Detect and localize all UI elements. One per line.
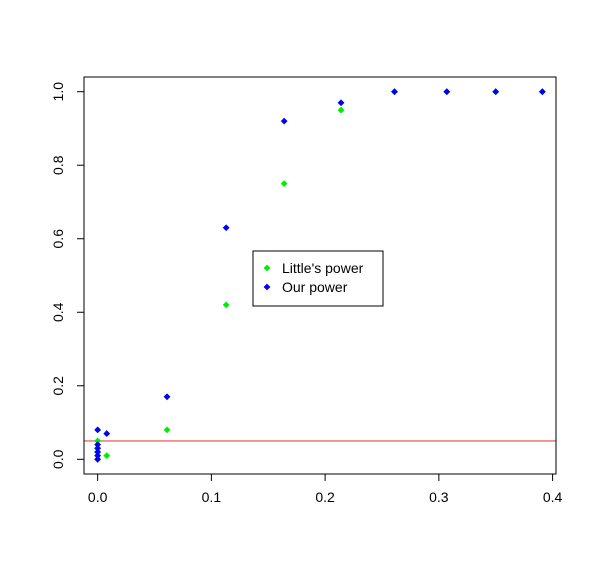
data-point-series1-5 [94, 437, 102, 445]
x-tick-label-5: 0.4 [543, 489, 563, 505]
data-point-series2-10 [280, 117, 288, 125]
data-point-series2-15 [538, 88, 546, 96]
y-tick-label-1: 0.0 [50, 449, 66, 469]
x-axis: 0.0 0.1 0.2 0.3 0.4 [88, 473, 563, 505]
legend-label-2: Our power [282, 279, 348, 295]
data-point-series1-8 [222, 301, 230, 309]
legend-label-1: Little's power [282, 260, 364, 276]
y-tick-label-2: 0.2 [50, 376, 66, 396]
legend-marker-1 [263, 264, 271, 272]
y-tick-label-4: 0.6 [50, 229, 66, 249]
legend-marker-2 [263, 283, 271, 291]
x-tick-label-2: 0.1 [202, 489, 222, 505]
data-point-series2-14 [492, 88, 500, 96]
y-tick-label-3: 0.4 [50, 302, 66, 322]
data-point-series2-3 [94, 448, 102, 456]
x-tick-label-1: 0.0 [88, 489, 108, 505]
data-point-series2-13 [443, 88, 451, 96]
data-point-series2-1 [94, 455, 102, 463]
data-point-series2-12 [391, 88, 398, 96]
data-point-series2-2 [94, 452, 102, 460]
data-point-series2-4 [94, 444, 102, 452]
data-point-series2-11 [337, 99, 345, 107]
legend: Little's power Our power [252, 250, 384, 307]
y-axis: 0.0 0.2 0.4 0.6 0.8 1.0 [50, 82, 85, 469]
data-point-series2-9 [222, 224, 230, 232]
legend-box [252, 250, 384, 307]
x-tick-label-3: 0.2 [315, 489, 335, 505]
data-point-series2-7 [103, 430, 111, 437]
data-point-series2-5 [94, 441, 102, 448]
y-tick-label-5: 0.8 [50, 155, 66, 175]
data-point-series2-8 [163, 393, 171, 401]
data-point-series1-10 [337, 106, 345, 114]
x-tick-label-4: 0.3 [429, 489, 449, 505]
data-point-series1-6 [103, 452, 111, 460]
data-point-series2-6 [94, 426, 102, 434]
y-tick-label-6: 1.0 [50, 82, 66, 102]
data-point-series1-7 [163, 426, 171, 434]
data-point-series1-9 [280, 180, 288, 188]
